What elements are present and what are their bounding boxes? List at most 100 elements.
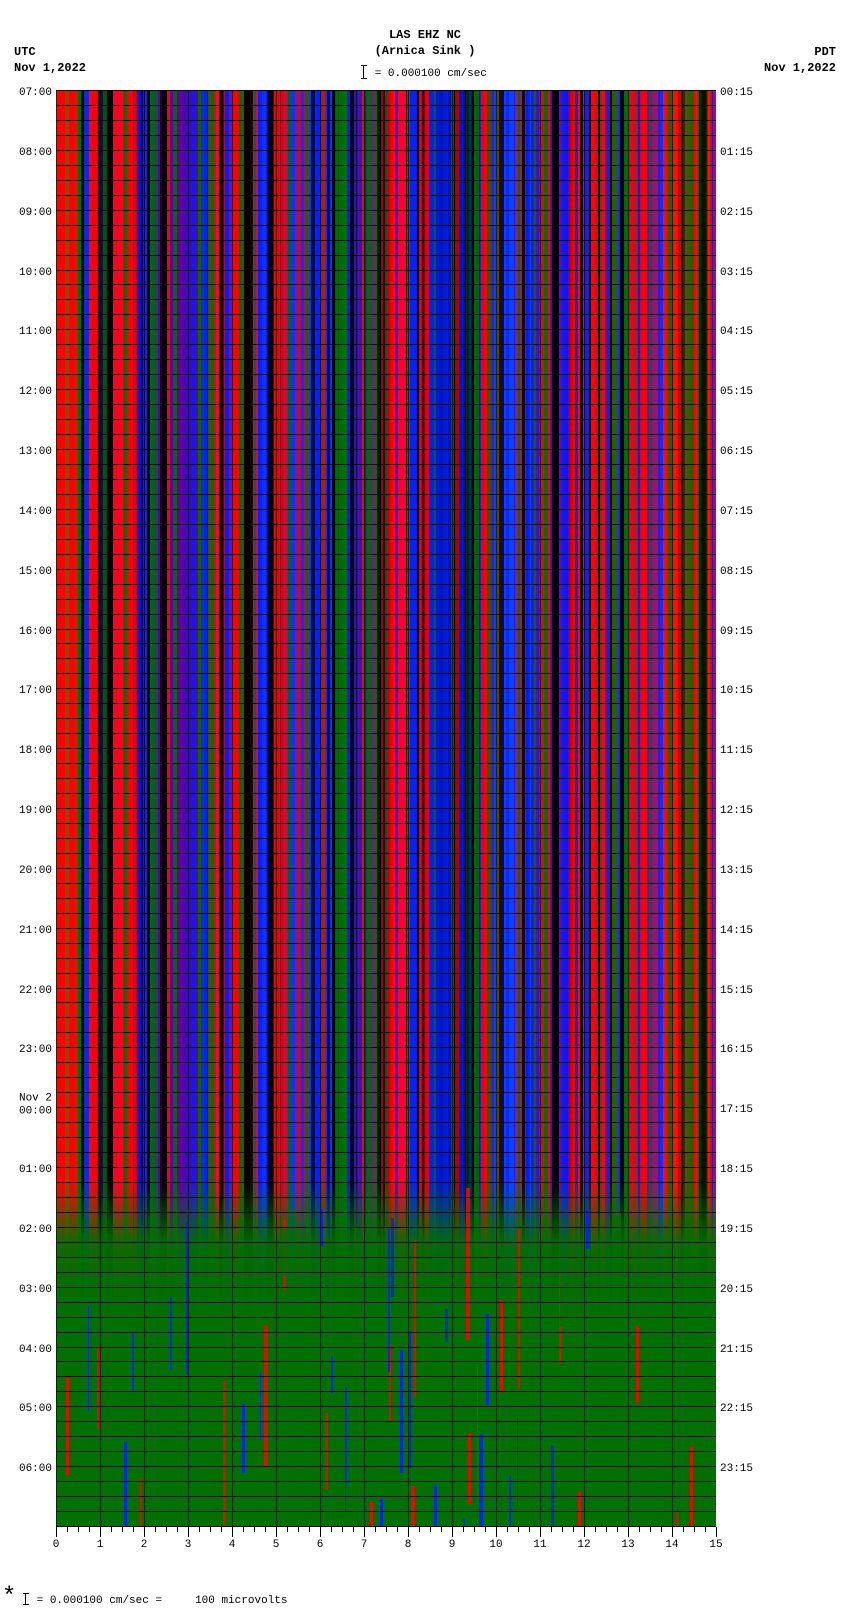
x-tick (342, 1527, 343, 1532)
x-label: 14 (665, 1539, 678, 1551)
trace-stripe (124, 1442, 127, 1526)
grid-hline (56, 1302, 716, 1303)
x-axis: 0123456789101112131415 (56, 1526, 716, 1569)
site-name: (Arnica Sink ) (0, 44, 850, 60)
utc-hour-label: 12:00 (2, 386, 56, 398)
utc-hour-label: 15:00 (2, 566, 56, 578)
x-tick (584, 1527, 585, 1537)
grid-hline (56, 853, 716, 854)
grid-hline (56, 284, 716, 285)
grid-hline (56, 419, 716, 420)
x-label: 15 (709, 1539, 722, 1551)
utc-hour-label: 09:00 (2, 207, 56, 219)
utc-hour-label: Nov 200:00 (2, 1094, 56, 1118)
pdt-hour-label: 06:15 (716, 446, 753, 458)
footer-text-a: = 0.000100 cm/sec = (37, 1595, 162, 1607)
utc-hour-label: 11:00 (2, 326, 56, 338)
footer-text-b: 100 microvolts (195, 1595, 287, 1607)
x-tick (672, 1527, 673, 1537)
trace-stripe (198, 1469, 201, 1526)
trace-stripe (411, 1486, 415, 1526)
x-tick (78, 1527, 79, 1532)
grid-hline (56, 434, 716, 435)
trace-stripe (370, 1502, 373, 1526)
grid-hline (56, 299, 716, 300)
trace-stripe (388, 1229, 390, 1372)
pdt-hour-label: 00:15 (716, 87, 753, 99)
x-tick (309, 1527, 310, 1532)
trace-stripe (560, 1270, 564, 1326)
grid-vline (56, 90, 57, 1526)
footer-scale: * = 0.000100 cm/sec = 100 microvolts (0, 1594, 288, 1607)
grid-hline (56, 658, 716, 659)
grid-hline (56, 1047, 716, 1048)
trace-stripe (170, 1297, 172, 1371)
pdt-hour-label: 21:15 (716, 1344, 753, 1356)
grid-hline (56, 329, 716, 330)
grid-hline (56, 90, 716, 91)
grid-hline (56, 808, 716, 809)
x-tick (67, 1527, 68, 1532)
x-tick (540, 1527, 541, 1537)
x-tick (474, 1527, 475, 1532)
grid-hline (56, 748, 716, 749)
x-label: 12 (577, 1539, 590, 1551)
grid-hline (56, 973, 716, 974)
grid-hline (56, 614, 716, 615)
grid-hline (56, 1062, 716, 1063)
x-label: 11 (533, 1539, 546, 1551)
x-tick (463, 1527, 464, 1532)
trace-stripe (59, 1252, 62, 1424)
utc-hour-label: 08:00 (2, 147, 56, 159)
pdt-hour-label: 05:15 (716, 386, 753, 398)
grid-hline (56, 135, 716, 136)
trace-stripe (409, 1331, 411, 1468)
x-tick (639, 1527, 640, 1532)
grid-hline (56, 703, 716, 704)
x-tick (628, 1527, 629, 1537)
x-label: 10 (489, 1539, 502, 1551)
grid-hline (56, 1107, 716, 1108)
x-tick (111, 1527, 112, 1532)
x-label: 6 (317, 1539, 324, 1551)
grid-hline (56, 1122, 716, 1123)
x-tick (166, 1527, 167, 1532)
grid-hline (56, 210, 716, 211)
trace-stripe (248, 1348, 251, 1462)
trace-stripe (477, 1365, 478, 1504)
x-tick (507, 1527, 508, 1532)
pdt-hour-label: 09:15 (716, 626, 753, 638)
pdt-hour-label: 23:15 (716, 1463, 753, 1475)
x-tick (133, 1527, 134, 1532)
utc-hour-label: 20:00 (2, 865, 56, 877)
x-tick (89, 1527, 90, 1532)
trace-stripe (88, 1306, 89, 1411)
pdt-hour-label: 10:15 (716, 685, 753, 697)
grid-vline (584, 90, 585, 1526)
utc-hour-label: 05:00 (2, 1403, 56, 1415)
x-tick (144, 1527, 145, 1537)
x-tick (397, 1527, 398, 1532)
scale-text: = 0.000100 cm/sec (375, 68, 487, 80)
utc-hour-label: 14:00 (2, 506, 56, 518)
grid-hline (56, 988, 716, 989)
header-center: LAS EHZ NC (Arnica Sink ) (0, 28, 850, 59)
grid-hline (56, 1406, 716, 1407)
utc-hour-label: 02:00 (2, 1224, 56, 1236)
grid-vline (496, 90, 497, 1526)
x-tick (199, 1527, 200, 1532)
trace-stripe (354, 1227, 357, 1366)
trace-stripe (159, 1453, 160, 1515)
pdt-hour-label: 14:15 (716, 925, 753, 937)
grid-hline (56, 838, 716, 839)
x-tick (287, 1527, 288, 1532)
trace-stripe (578, 1492, 581, 1526)
grid-hline (56, 165, 716, 166)
grid-vline (672, 90, 673, 1526)
trace-stripe (551, 1445, 554, 1526)
header-scale: = 0.000100 cm/sec (0, 66, 850, 80)
x-tick (56, 1527, 57, 1537)
grid-hline (56, 823, 716, 824)
trace-stripe (234, 1478, 236, 1526)
grid-hline (56, 1197, 716, 1198)
